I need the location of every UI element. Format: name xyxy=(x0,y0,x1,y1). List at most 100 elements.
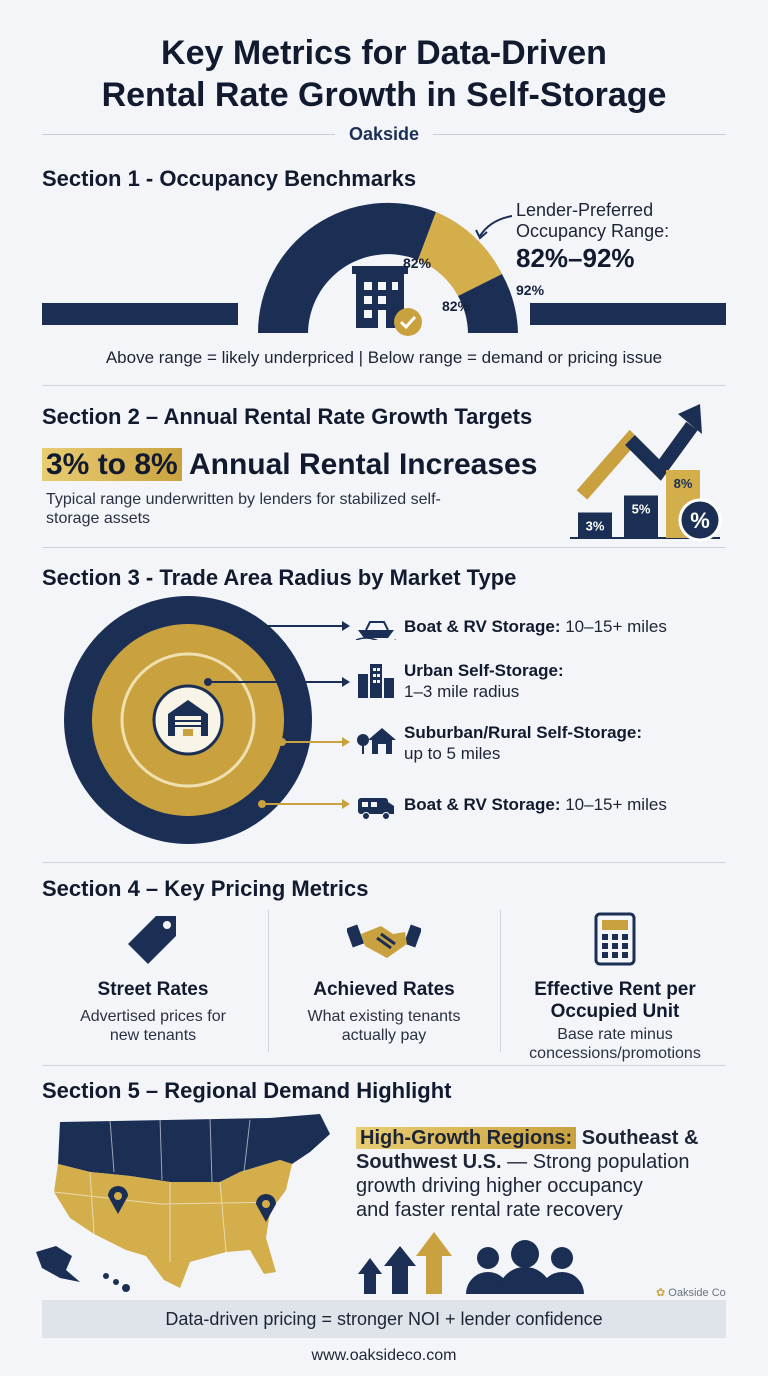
trade-item-3-text: up to 5 miles xyxy=(404,744,501,763)
footer-url[interactable]: www.oaksideco.com xyxy=(311,1347,457,1364)
footer-banner-text: Data-driven pricing = stronger NOI + len… xyxy=(165,1308,603,1329)
trend-arrowhead xyxy=(678,404,702,434)
regional-highlight-text: High-Growth Regions: Southeast & Southwe… xyxy=(356,1126,736,1222)
occupancy-callout: Lender-Preferred Occupancy Range: 82%–92… xyxy=(516,200,669,274)
trade-item-boat-rv-2: Boat & RV Storage: 10–15+ miles xyxy=(356,794,667,820)
divider-1 xyxy=(42,385,726,386)
callout-value: 82%–92% xyxy=(516,243,635,273)
growth-bar-1 xyxy=(578,512,612,538)
divider-4 xyxy=(42,1065,726,1066)
section-2-title: Section 2 – Annual Rental Rate Growth Ta… xyxy=(42,404,533,429)
metric-achieved-rates: Achieved Rates What existing tenants actu… xyxy=(272,912,496,1052)
section-3-title: Section 3 - Trade Area Radius by Market … xyxy=(42,565,517,590)
watermark-text: Oakside Co xyxy=(668,1287,726,1299)
trade-item-1-bold: Boat & RV Storage: xyxy=(404,617,561,636)
ring-inner-line xyxy=(120,652,256,788)
metric-1-desc: Advertised prices for new tenants xyxy=(80,1008,226,1044)
trade-area-rings xyxy=(64,596,350,844)
trade-item-4-text: 10–15+ miles xyxy=(560,795,667,814)
rv-icon xyxy=(358,798,394,820)
trade-item-1-text: 10–15+ miles xyxy=(560,617,667,636)
callout-arrow xyxy=(479,215,513,237)
building-check-icon xyxy=(352,266,422,336)
brand-row: Oakside xyxy=(42,122,727,146)
regional-line2-bold: Southwest U.S. xyxy=(356,1151,502,1173)
regional-line4: and faster rental rate recovery xyxy=(356,1199,623,1221)
metric-1-heading: Street Rates xyxy=(97,979,209,1000)
gauge-bar-left xyxy=(42,303,238,325)
footer-banner: Data-driven pricing = stronger NOI + len… xyxy=(42,1300,726,1338)
us-map xyxy=(36,1114,330,1292)
divider-3 xyxy=(42,862,726,863)
metric-separator-2 xyxy=(500,910,501,1052)
map-north-region xyxy=(58,1114,330,1182)
growth-headline-text: Annual Rental Increases xyxy=(188,448,538,481)
handshake-icon xyxy=(345,924,423,958)
growth-bar-2 xyxy=(624,495,658,538)
section-4-title: Section 4 – Key Pricing Metrics xyxy=(42,876,369,901)
trade-item-4-bold: Boat & RV Storage: xyxy=(404,795,561,814)
gauge-label-82-bottom: 82% xyxy=(442,298,471,314)
gauge-arc-navy-end xyxy=(458,274,518,333)
growth-highlight: 3% to 8% xyxy=(42,448,182,481)
watermark-logo-icon: ✿ xyxy=(656,1287,666,1299)
gauge-label-92: 92% xyxy=(516,282,545,298)
page-title: Key Metrics for Data-Driven Rental Rate … xyxy=(0,32,768,116)
metric-2-desc: What existing tenants actually pay xyxy=(307,1008,461,1044)
map-pin-southwest-icon xyxy=(108,1186,128,1214)
title-line-2: Rental Rate Growth in Self-Storage xyxy=(101,76,667,114)
growth-desc-2: storage assets xyxy=(46,510,151,527)
trade-item-3-bold: Suburban/Rural Self-Storage: xyxy=(404,723,643,742)
metric-separator-1 xyxy=(268,910,269,1052)
growth-headline: 3% to 8% Annual Rental Increases xyxy=(42,448,537,482)
brand-rule-left xyxy=(42,133,335,135)
divider-2 xyxy=(42,547,726,548)
trade-item-suburban: Suburban/Rural Self-Storage: up to 5 mile… xyxy=(356,722,642,764)
storage-unit-icon xyxy=(168,700,208,736)
regional-line2: — Strong population xyxy=(501,1151,690,1173)
growth-bar-label-1: 3% xyxy=(586,519,605,534)
calculator-icon xyxy=(594,912,636,966)
growth-bar-label-2: 5% xyxy=(632,502,651,517)
section-1-title: Section 1 - Occupancy Benchmarks xyxy=(42,166,417,191)
metric-effective-rent: Effective Rent per Occupied Unit Base rat… xyxy=(504,912,726,1062)
regional-line1: Southeast & xyxy=(576,1127,699,1149)
map-hawaii xyxy=(103,1273,130,1292)
metric-street-rates: Street Rates Advertised prices for new te… xyxy=(42,912,264,1052)
growth-bar-chart: 3% 5% 8% % xyxy=(570,404,722,542)
map-pin-southeast-icon xyxy=(256,1194,276,1222)
growth-arrows-icon xyxy=(358,1232,452,1294)
house-icon xyxy=(357,728,396,754)
city-icon xyxy=(358,664,394,698)
occupancy-gauge xyxy=(42,202,726,336)
gauge-arc-gold xyxy=(418,212,502,296)
growth-description: Typical range underwritten by lenders fo… xyxy=(46,490,441,528)
title-line-1: Key Metrics for Data-Driven xyxy=(161,34,607,72)
map-alaska xyxy=(36,1246,80,1282)
trend-line-navy xyxy=(625,421,698,481)
occupancy-caption: Above range = likely underpriced | Below… xyxy=(105,348,663,367)
brand-rule-right xyxy=(433,133,727,135)
percent-badge-text: % xyxy=(690,508,710,533)
metric-3-desc: Base rate minus concessions/promotions xyxy=(529,1026,701,1062)
trade-item-2-bold: Urban Self-Storage: xyxy=(404,661,564,680)
brand-name: Oakside xyxy=(348,123,420,144)
trade-item-urban: Urban Self-Storage: 1–3 mile radius xyxy=(356,660,564,702)
people-group-icon xyxy=(466,1240,584,1294)
section-5-title: Section 5 – Regional Demand Highlight xyxy=(42,1078,452,1103)
percent-badge xyxy=(678,498,722,542)
growth-bar-label-3: 8% xyxy=(674,476,693,491)
growth-desc-1: Typical range underwritten by lenders fo… xyxy=(46,491,441,508)
gauge-bar-right xyxy=(530,303,726,325)
callout-label-2: Occupancy Range: xyxy=(516,221,670,241)
gauge-label-82-top: 82% xyxy=(403,255,432,271)
trade-item-2-text: 1–3 mile radius xyxy=(404,682,520,701)
regional-line3: growth driving higher occupancy xyxy=(356,1175,643,1197)
metric-3-heading: Effective Rent per Occupied Unit xyxy=(534,979,696,1022)
price-tag-icon xyxy=(128,916,176,964)
regional-highlight: High-Growth Regions: xyxy=(356,1127,577,1149)
gauge-arc-navy xyxy=(257,202,436,333)
callout-label-1: Lender-Preferred xyxy=(516,200,654,220)
trade-item-boat-rv-1: Boat & RV Storage: 10–15+ miles xyxy=(356,616,667,640)
watermark: ✿ Oakside Co xyxy=(656,1286,726,1299)
